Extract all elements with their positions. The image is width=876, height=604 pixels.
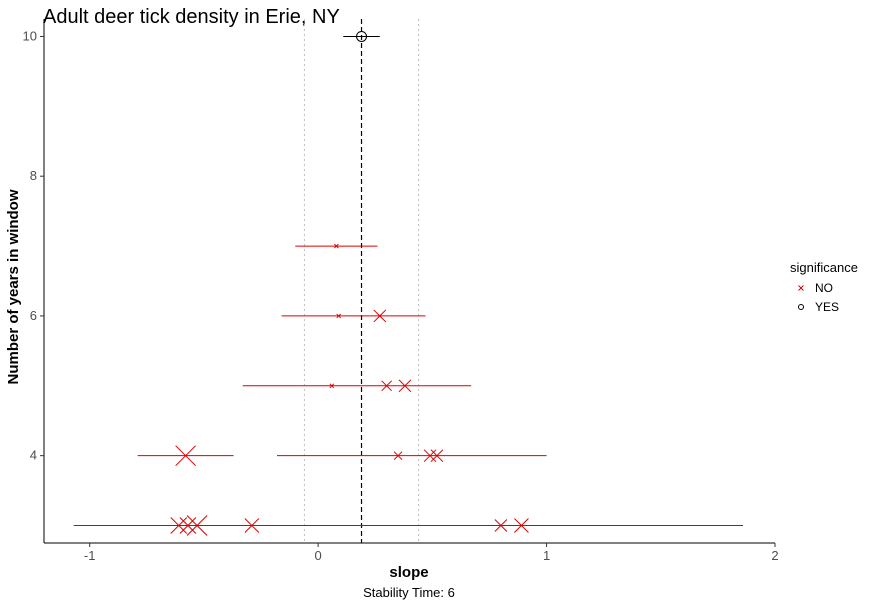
caption: Stability Time: 6: [363, 585, 455, 600]
x-tick-label-1: 0: [315, 548, 322, 563]
point-no-stroke-b: [175, 445, 196, 467]
point-no-stroke-b: [423, 449, 437, 463]
point-no-13: [244, 518, 260, 533]
point-no-11: [179, 517, 197, 534]
axes: -1 0 1 2 4 6 8 10: [23, 19, 779, 563]
legend-key-yes: [798, 304, 804, 310]
legend-label-yes: YES: [815, 300, 839, 314]
legend-label-no: NO: [815, 281, 833, 295]
x-axis-title: slope: [389, 564, 428, 581]
legend-key-no-b: [798, 285, 804, 291]
y-tick-label-2: 8: [30, 168, 37, 183]
point-no-3: [329, 383, 335, 389]
point-no-12: [186, 515, 208, 536]
y-tick-label-1: 6: [30, 308, 37, 323]
y-axis-title: Number of years in window: [5, 189, 22, 384]
point-no-14: [494, 519, 508, 532]
point-no-1: [336, 313, 342, 319]
point-no-stroke-b: [329, 383, 335, 389]
plot-area: [73, 19, 744, 543]
chart-title: Adult deer tick density in Erie, NY: [43, 6, 340, 28]
y-tick-label-0: 4: [30, 448, 37, 463]
x-tick-label-0: -1: [84, 548, 96, 563]
point-no-9: [175, 445, 196, 467]
y-tick-label-3: 10: [23, 28, 37, 43]
point-no-2: [373, 309, 387, 323]
point-yes-0: [356, 30, 368, 42]
legend: significance NO YES: [790, 260, 858, 314]
point-no-stroke-b: [334, 243, 339, 249]
point-no-stroke-b: [373, 309, 387, 323]
point-no-stroke-b: [393, 451, 403, 461]
x-tick-label-2: 1: [543, 548, 550, 563]
point-no-10: [170, 517, 188, 534]
x-tick-label-3: 2: [771, 548, 778, 563]
point-no-stroke-b: [430, 449, 444, 463]
point-no-stroke-b: [244, 518, 260, 533]
point-no-0: [334, 243, 339, 249]
point-no-7: [423, 449, 437, 463]
point-no-stroke-b: [514, 518, 529, 533]
point-no-stroke-b: [398, 379, 412, 393]
point-no-stroke-b: [186, 515, 208, 536]
point-no-stroke-b: [170, 517, 188, 534]
point-no-6: [393, 451, 403, 461]
point-no-4: [381, 380, 393, 392]
legend-keys: [798, 285, 804, 310]
point-no-stroke-b: [336, 313, 342, 319]
point-no-8: [430, 449, 444, 463]
legend-title: significance: [790, 260, 858, 275]
point-no-15: [514, 518, 529, 533]
point-no-stroke-b: [381, 380, 393, 392]
point-no-stroke-b: [494, 519, 508, 532]
point-no-stroke-b: [179, 517, 197, 534]
point-no-5: [398, 379, 412, 393]
